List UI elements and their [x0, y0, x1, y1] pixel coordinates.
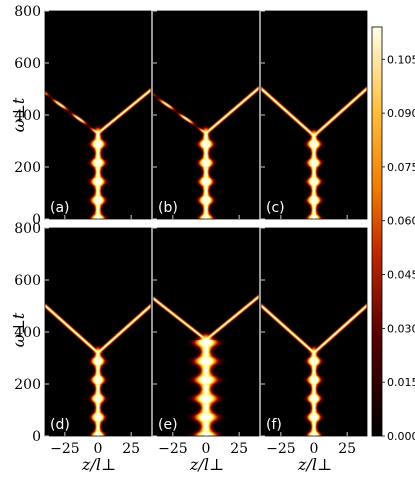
panel-b: (b) — [152, 10, 260, 220]
panel-e-xtick-label-0: −25 — [158, 441, 188, 457]
panel-d-ytick-label-2: 400 — [14, 325, 41, 341]
panel-d-xtick-label-0: −25 — [50, 441, 80, 457]
colorbar-ticks: 0.000 0.015 0.030 0.045 0.060 0.075 0.090 0.105 — [382, 53, 415, 443]
x-axis-label-e: z/l⊥ — [189, 455, 224, 474]
panel-d-label: (d) — [50, 417, 70, 433]
panel-c: (c) — [260, 10, 368, 220]
x-axis-label-f: z/l⊥ — [297, 455, 332, 474]
x-axis-label-d: z/l⊥ — [81, 455, 116, 474]
panel-d-ytick-label-3: 600 — [14, 273, 41, 289]
panel-a-ytick-label-4: 800 — [14, 4, 41, 20]
panels-group: (a) (b) (c) (d) (e) (f) — [44, 10, 368, 437]
colorbar-tick-label-6: 0.090 — [387, 107, 415, 120]
panel-d: (d) — [44, 227, 152, 437]
panel-a-ytick-label-2: 400 — [14, 108, 41, 124]
colorbar-tick-label-4: 0.060 — [387, 215, 415, 228]
colorbar-tick-label-7: 0.105 — [387, 53, 415, 66]
panel-a-ytick-label-3: 600 — [14, 56, 41, 72]
panel-a-ytick-label-0: 0 — [32, 212, 41, 228]
panel-f-label: (f) — [266, 417, 282, 433]
colorbar: 0.000 0.015 0.030 0.045 0.060 0.075 0.090 0.105 — [371, 26, 415, 443]
panel-f-heatmap — [261, 228, 367, 436]
panel-a-label: (a) — [50, 200, 70, 216]
panel-e-label: (e) — [158, 417, 178, 433]
panel-d-xtick-label-2: 25 — [122, 441, 140, 457]
y-axis-label-top: ω⊥t — [9, 97, 28, 132]
colorbar-gradient — [371, 26, 383, 437]
panel-f: (f) — [260, 227, 368, 437]
panel-d-xtick-label-1: 0 — [94, 441, 103, 457]
panel-d-ytick-label-4: 800 — [14, 221, 41, 237]
panel-a-ytick-label-1: 200 — [14, 160, 41, 176]
panel-f-xtick-label-1: 0 — [310, 441, 319, 457]
panel-f-xtick-label-0: −25 — [266, 441, 296, 457]
panel-e: (e) — [152, 227, 260, 437]
panel-d-heatmap — [45, 228, 151, 436]
colorbar-tick-label-1: 0.015 — [387, 376, 415, 389]
panel-d-ytick-label-1: 200 — [14, 377, 41, 393]
colorbar-tick-label-0: 0.000 — [387, 430, 415, 443]
panel-e-xtick-label-2: 25 — [230, 441, 248, 457]
panel-e-heatmap — [153, 228, 259, 436]
colorbar-tick-label-2: 0.030 — [387, 322, 415, 335]
colorbar-tick-label-5: 0.075 — [387, 161, 415, 174]
panel-c-label: (c) — [266, 200, 285, 216]
panel-a-heatmap — [45, 11, 151, 219]
panel-a: (a) — [44, 10, 152, 220]
panel-b-label: (b) — [158, 200, 178, 216]
panel-b-heatmap — [153, 11, 259, 219]
panel-c-heatmap — [261, 11, 367, 219]
panel-f-xtick-label-2: 25 — [338, 441, 356, 457]
colorbar-tick-label-3: 0.045 — [387, 269, 415, 282]
panel-e-xtick-label-1: 0 — [202, 441, 211, 457]
y-axis-label-bottom: ω⊥t — [9, 312, 28, 347]
panel-d-ytick-label-0: 0 — [32, 429, 41, 445]
